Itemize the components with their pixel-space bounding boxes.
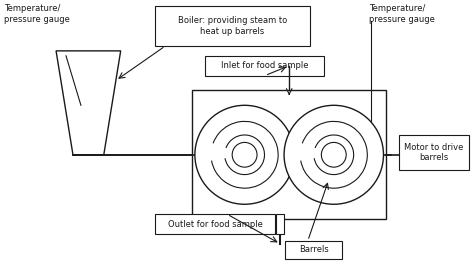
FancyBboxPatch shape bbox=[155, 6, 310, 46]
Text: Barrels: Barrels bbox=[299, 245, 328, 254]
Text: Temperature/
pressure gauge: Temperature/ pressure gauge bbox=[4, 4, 70, 24]
FancyBboxPatch shape bbox=[205, 56, 325, 76]
Text: Temperature/
pressure gauge: Temperature/ pressure gauge bbox=[369, 4, 435, 24]
Circle shape bbox=[232, 142, 257, 167]
Circle shape bbox=[284, 105, 383, 204]
Text: Inlet for food sample: Inlet for food sample bbox=[221, 61, 309, 70]
Text: Boiler: providing steam to
heat up barrels: Boiler: providing steam to heat up barre… bbox=[178, 16, 287, 36]
Circle shape bbox=[321, 142, 346, 167]
Text: Outlet for food sample: Outlet for food sample bbox=[168, 219, 263, 229]
Bar bbox=[192, 91, 386, 219]
Circle shape bbox=[195, 105, 294, 204]
FancyBboxPatch shape bbox=[155, 214, 275, 234]
Text: Motor to drive
barrels: Motor to drive barrels bbox=[404, 143, 464, 162]
Polygon shape bbox=[56, 51, 121, 155]
FancyBboxPatch shape bbox=[285, 241, 342, 259]
FancyBboxPatch shape bbox=[399, 135, 469, 170]
Bar bbox=[276, 214, 284, 234]
